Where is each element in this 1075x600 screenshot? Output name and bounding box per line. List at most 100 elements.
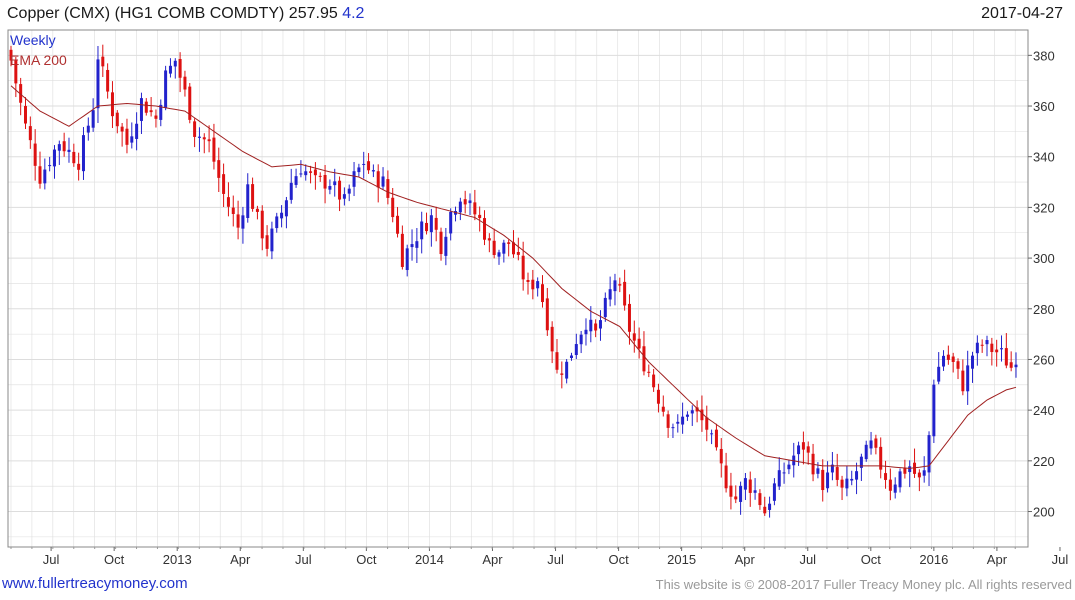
candle-body <box>540 284 544 303</box>
candle-body <box>942 355 946 367</box>
candle-body <box>226 197 230 207</box>
candle-body <box>1000 348 1004 350</box>
y-tick-label: 360 <box>1033 99 1055 114</box>
ema-200-line <box>10 85 1017 469</box>
candle-body <box>603 297 607 318</box>
candle-body <box>801 442 805 450</box>
candle-body <box>550 326 554 352</box>
x-tick-label: Oct <box>104 552 125 567</box>
candle-body <box>43 169 47 184</box>
candle-body <box>492 240 496 255</box>
candle-body <box>217 160 221 178</box>
candle-body <box>23 105 27 124</box>
y-axis: 200 220 240 260 280 300 320 340 360 380 <box>1028 48 1055 520</box>
candle-body <box>420 221 424 240</box>
candle-body <box>671 427 675 429</box>
copyright-notice: This website is © 2008-2017 Fuller Treac… <box>655 577 1072 592</box>
candle-body <box>516 252 520 255</box>
candle-body <box>922 470 926 476</box>
candle-body <box>178 58 182 78</box>
candle-body <box>835 467 839 480</box>
candle-body <box>197 136 201 138</box>
candle-body <box>497 252 501 257</box>
candle-body <box>869 440 873 449</box>
candle-body <box>106 69 110 92</box>
candle-body <box>86 125 90 133</box>
candle-body <box>222 174 226 194</box>
candle-body <box>966 365 970 392</box>
candle-body <box>613 280 617 292</box>
candle-body <box>908 466 912 473</box>
candle-body <box>864 444 868 460</box>
y-tick-label: 280 <box>1033 302 1055 317</box>
candle-body <box>487 238 491 241</box>
candle-body <box>985 340 989 345</box>
candle-body <box>647 371 651 373</box>
candle-body <box>574 344 578 356</box>
candle-body <box>19 84 23 103</box>
candle-body <box>565 361 569 379</box>
candle-body <box>642 346 646 372</box>
candle-body <box>719 448 723 464</box>
candle-body <box>729 485 733 497</box>
candle-body <box>241 215 245 229</box>
y-tick-label: 300 <box>1033 251 1055 266</box>
candle-body <box>951 356 955 362</box>
chart-title: Copper (CMX) (HG1 COMB COMDTY) 257.95 4.… <box>7 5 364 23</box>
y-tick-label: 240 <box>1033 403 1055 418</box>
candle-body <box>555 352 559 370</box>
candle-body <box>632 333 636 341</box>
candle-body <box>72 151 76 164</box>
legend-ema: EMA 200 <box>10 52 67 68</box>
candle-body <box>526 280 530 282</box>
candle-body <box>159 104 163 120</box>
candle-body <box>569 355 573 358</box>
candle-body <box>173 60 177 67</box>
candle-body <box>753 490 757 493</box>
candle-body <box>806 446 810 453</box>
candle-body <box>342 194 346 199</box>
x-tick-label: Oct <box>608 552 629 567</box>
candle-body <box>304 171 308 176</box>
x-tick-label: Jul <box>43 552 60 567</box>
candle-body <box>405 248 409 271</box>
candle-body <box>439 231 443 255</box>
candle-body <box>685 414 689 417</box>
candle-body <box>763 506 767 514</box>
candle-body <box>246 184 250 218</box>
candle-body <box>444 236 448 256</box>
candle-body <box>463 199 467 205</box>
candle-body <box>115 112 119 127</box>
candle-body <box>787 464 791 470</box>
candle-body <box>376 171 380 188</box>
candle-body <box>81 135 85 172</box>
x-tick-label: 2015 <box>667 552 696 567</box>
candle-body <box>995 349 999 353</box>
candle-body <box>850 478 854 481</box>
candle-body <box>38 166 42 184</box>
plot-frame <box>7 29 1029 548</box>
candle-body <box>110 92 114 117</box>
candle-body <box>333 181 337 186</box>
candle-body <box>139 98 143 121</box>
candle-body <box>77 163 81 170</box>
candle-body <box>777 470 781 487</box>
grid-lines <box>8 29 1028 547</box>
candle-body <box>975 342 979 354</box>
candle-body <box>937 366 941 382</box>
candle-body <box>255 208 259 212</box>
site-link[interactable]: www.fullertreacymoney.com <box>2 575 188 592</box>
candle-body <box>797 445 801 455</box>
candle-body <box>52 149 56 167</box>
candle-body <box>681 416 685 425</box>
candle-body <box>168 65 172 74</box>
candle-body <box>396 215 400 234</box>
chart-date: 2017-04-27 <box>981 5 1063 22</box>
candle-body <box>478 214 482 219</box>
candle-body <box>521 255 525 280</box>
candle-body <box>338 180 342 200</box>
candle-body <box>545 298 549 331</box>
candle-body <box>758 493 762 506</box>
candle-body <box>231 207 235 214</box>
candle-body <box>154 115 158 119</box>
